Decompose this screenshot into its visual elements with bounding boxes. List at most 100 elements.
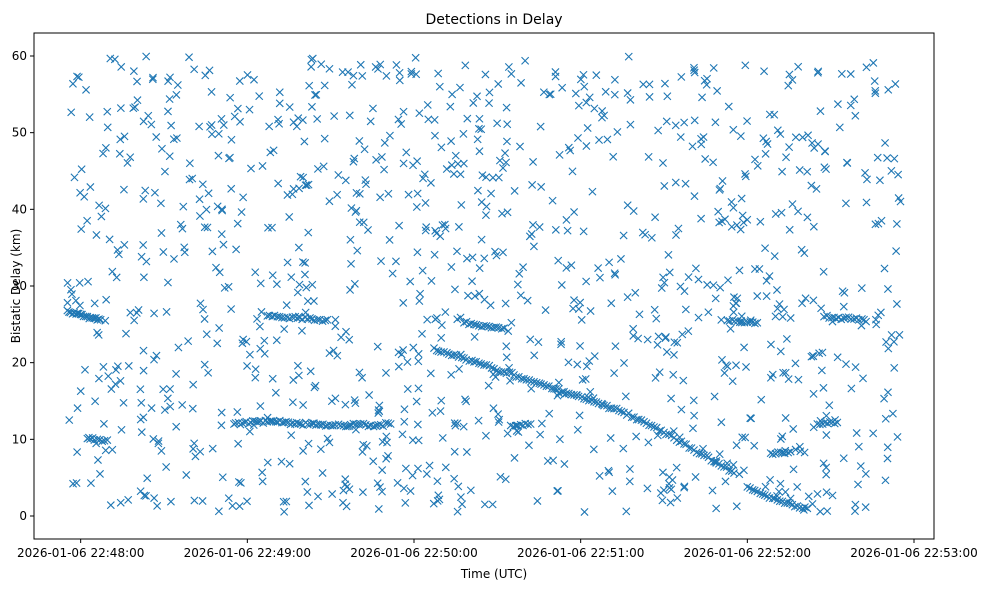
- data-point: [440, 347, 448, 356]
- data-point: [355, 189, 364, 198]
- data-point: [732, 502, 741, 511]
- data-point: [207, 87, 216, 96]
- data-point: [196, 447, 205, 456]
- data-point: [231, 418, 240, 427]
- data-point: [573, 360, 582, 369]
- data-point: [430, 131, 439, 140]
- data-point: [413, 157, 422, 166]
- data-point: [526, 420, 535, 428]
- data-point: [75, 301, 84, 310]
- data-point: [99, 149, 108, 158]
- data-point: [883, 285, 892, 293]
- data-point: [663, 92, 672, 101]
- data-point: [647, 233, 656, 242]
- data-point: [768, 370, 777, 379]
- data-point: [755, 264, 764, 273]
- data-point: [220, 283, 229, 292]
- data-point: [163, 278, 172, 287]
- data-point: [488, 173, 497, 182]
- data-point: [555, 150, 564, 159]
- data-point: [631, 288, 640, 297]
- data-point: [167, 121, 176, 130]
- data-point: [680, 287, 689, 296]
- data-point: [729, 125, 738, 134]
- data-point: [781, 368, 790, 377]
- data-point: [129, 67, 138, 76]
- data-point: [461, 61, 470, 70]
- data-point: [488, 500, 497, 509]
- data-point: [505, 368, 514, 377]
- data-point: [654, 126, 663, 135]
- data-point: [568, 167, 577, 176]
- data-point: [301, 181, 310, 190]
- data-point: [892, 219, 901, 228]
- data-point: [673, 494, 682, 503]
- data-point: [333, 351, 342, 360]
- data-point: [372, 155, 381, 164]
- data-point: [67, 290, 76, 299]
- data-point: [455, 83, 464, 92]
- data-point: [480, 500, 489, 509]
- data-point: [157, 229, 166, 238]
- data-point: [720, 215, 729, 224]
- data-point: [459, 422, 468, 431]
- data-point: [450, 447, 459, 456]
- data-point: [150, 355, 159, 364]
- data-point: [574, 304, 583, 313]
- data-point: [302, 181, 311, 190]
- data-point: [401, 498, 410, 507]
- data-point: [651, 213, 660, 222]
- y-axis-label: Bistatic Delay (km): [9, 229, 23, 344]
- data-point: [264, 223, 272, 232]
- data-point: [753, 292, 762, 301]
- data-point: [280, 507, 289, 516]
- data-point: [475, 289, 484, 298]
- data-point: [305, 81, 314, 90]
- x-tick-label: 2026-01-06 22:49:00: [184, 546, 311, 560]
- data-point: [887, 166, 896, 175]
- data-point: [595, 273, 604, 282]
- data-point: [605, 258, 614, 267]
- data-point: [126, 153, 135, 162]
- data-point: [681, 179, 690, 188]
- data-point: [297, 326, 306, 335]
- data-point: [736, 132, 745, 141]
- data-point: [384, 189, 393, 198]
- data-point: [318, 468, 327, 477]
- data-point: [771, 210, 780, 218]
- data-point: [590, 397, 598, 406]
- data-point: [580, 82, 589, 91]
- data-point: [669, 427, 678, 436]
- data-point: [709, 281, 718, 290]
- data-point: [230, 112, 239, 121]
- data-point: [356, 60, 365, 69]
- data-point: [190, 496, 199, 505]
- data-point: [784, 448, 793, 457]
- data-point: [139, 346, 148, 355]
- data-point: [103, 123, 112, 132]
- data-point: [104, 372, 113, 381]
- data-point: [594, 264, 603, 273]
- data-point: [438, 433, 447, 442]
- data-point: [279, 497, 288, 506]
- data-point: [325, 64, 334, 73]
- data-point: [709, 63, 718, 72]
- data-point: [497, 368, 506, 377]
- data-point: [761, 482, 770, 491]
- y-tick-label: 0: [19, 509, 27, 523]
- data-point: [881, 138, 890, 147]
- data-point: [594, 399, 603, 408]
- data-point: [680, 439, 688, 448]
- data-point: [690, 411, 699, 420]
- data-point: [595, 135, 603, 144]
- data-point: [313, 164, 322, 173]
- data-point: [774, 487, 783, 496]
- data-point: [130, 316, 139, 325]
- data-point: [397, 120, 406, 129]
- data-point: [275, 312, 284, 321]
- data-point: [468, 277, 477, 286]
- data-point: [413, 189, 422, 198]
- data-point: [432, 313, 441, 322]
- data-point: [517, 374, 526, 383]
